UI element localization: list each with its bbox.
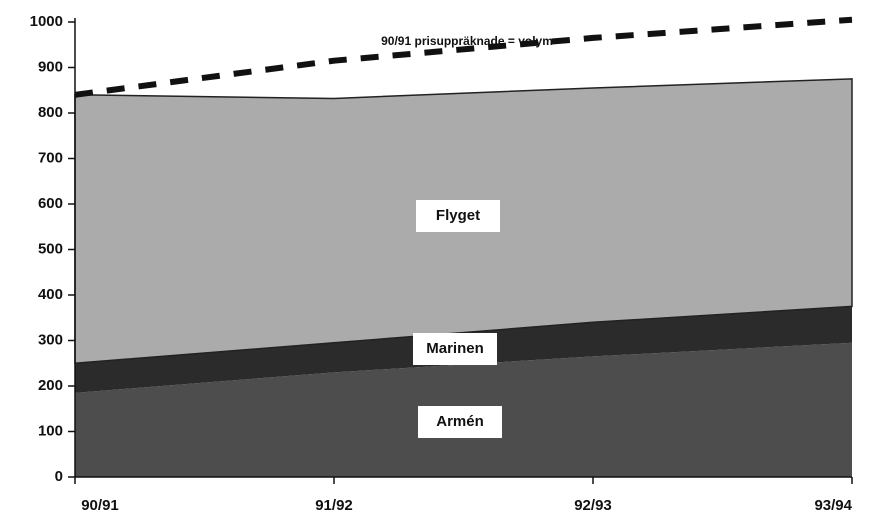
- line-label: 90/91 prisuppräknade = volym: [381, 34, 553, 48]
- y-tick-label: 900: [38, 58, 63, 75]
- y-tick-label: 0: [55, 468, 63, 485]
- series-label: Armén: [436, 413, 484, 430]
- label-box: [413, 333, 497, 365]
- label-box: [416, 200, 500, 232]
- x-tick-label: 91/92: [315, 497, 353, 514]
- x-tick-label: 93/94: [814, 497, 852, 514]
- y-tick-label: 800: [38, 104, 63, 121]
- x-tick-label: 92/93: [574, 497, 612, 514]
- x-tick-label: 90/91: [81, 497, 119, 514]
- y-tick-label: 200: [38, 377, 63, 394]
- series-label: Marinen: [426, 340, 484, 357]
- line: [74, 16, 853, 98]
- y-tick-label: 500: [38, 240, 63, 257]
- y-tick-label: 600: [38, 195, 63, 212]
- y-tick-label: 300: [38, 331, 63, 348]
- y-tick-label: 100: [38, 422, 63, 439]
- label-box: [418, 406, 502, 438]
- y-tick-label: 400: [38, 286, 63, 303]
- y-tick-label: 700: [38, 149, 63, 166]
- y-tick-label: 1000: [30, 13, 63, 30]
- series-label: Flyget: [436, 207, 480, 224]
